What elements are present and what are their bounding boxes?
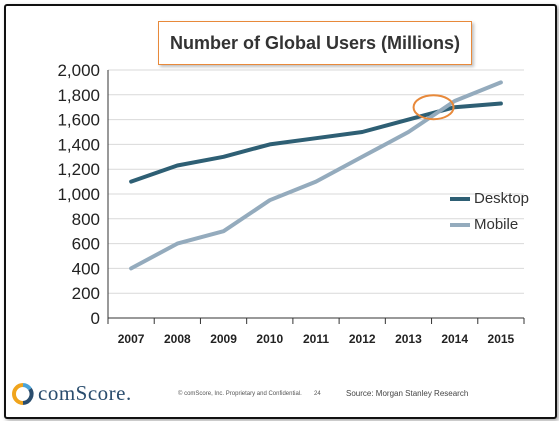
legend-desktop: Desktop	[450, 190, 529, 207]
y-tick-label: 200	[72, 284, 100, 303]
y-tick-label: 600	[72, 235, 100, 254]
series-line-desktop	[129, 101, 503, 184]
legend-mobile-label: Mobile	[474, 216, 519, 233]
y-tick-label: 1,400	[57, 135, 100, 154]
y-tick-label: 400	[72, 259, 100, 278]
comscore-logo-text: comScore.	[38, 381, 132, 405]
line-chart: 0 200 400 600 800 1,000 1,200 1,400 1,600 1,800 2,…	[57, 61, 525, 346]
y-tick-label: 1,600	[57, 111, 100, 130]
x-tick-label: 2007	[118, 332, 145, 346]
x-tick-label: 2011	[303, 332, 329, 346]
y-tick-label: 800	[72, 210, 100, 229]
y-tick-label: 1,000	[57, 185, 100, 204]
slide-footer: comScore. © comScore, Inc. Proprietary a…	[6, 373, 555, 417]
x-tick-label: 2014	[441, 332, 468, 346]
y-tick-label: 0	[91, 309, 100, 328]
x-tick-label: 2012	[349, 332, 376, 346]
x-tick-label: 2010	[256, 332, 283, 346]
slide-frame: Number of Global Users (Millions) 0 200 40…	[4, 4, 557, 419]
source-text: Source: Morgan Stanley Research	[346, 389, 469, 398]
x-tick-label: 2008	[164, 332, 191, 346]
y-tick-label: 2,000	[57, 61, 100, 80]
legend-mobile-swatch	[450, 222, 470, 227]
copyright-text: © comScore, Inc. Proprietary and Confide…	[178, 391, 302, 397]
chart-title: Number of Global Users (Millions)	[158, 21, 472, 65]
legend-desktop-label: Desktop	[474, 190, 530, 207]
comscore-logo: comScore.	[12, 381, 132, 406]
x-tick-label: 2013	[395, 332, 422, 346]
series-line-mobile	[129, 80, 503, 271]
legend-mobile: Mobile	[450, 216, 518, 233]
x-tick-label: 2009	[210, 332, 237, 346]
y-tick-label: 1,800	[57, 86, 100, 105]
crossover-highlight-circle	[412, 94, 455, 121]
legend-desktop-swatch	[450, 196, 470, 201]
comscore-logo-icon	[12, 382, 34, 405]
x-tick-label: 2015	[488, 332, 515, 346]
y-tick-label: 1,200	[57, 160, 100, 179]
page-number: 24	[314, 391, 321, 397]
